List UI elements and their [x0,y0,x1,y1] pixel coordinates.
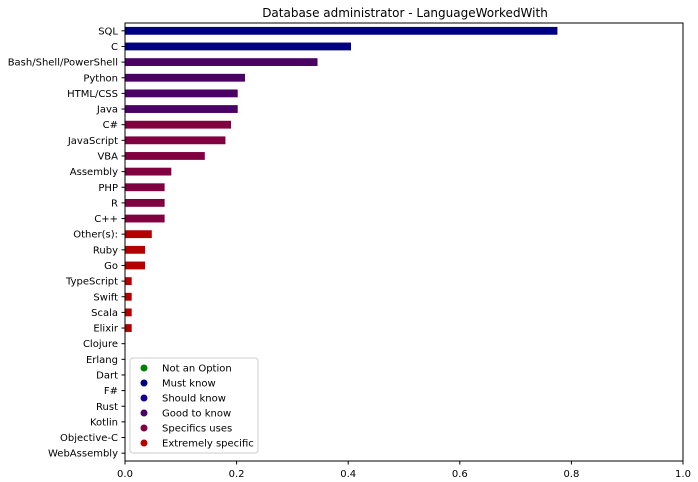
y-tick-label: Dart [96,370,118,381]
bars [125,26,558,332]
y-tick-label: Rust [96,402,118,413]
legend-marker-must-know [140,379,148,387]
bar-php [125,183,165,192]
bar-elixir [125,324,132,332]
y-tick-label: PHP [98,183,118,194]
bar-java [125,105,238,113]
y-tick-label: Other(s): [73,230,118,241]
y-tick-label: WebAssembly [48,449,118,460]
y-tick-label: JavaScript [67,136,118,147]
x-tick-label: 0.6 [452,469,468,480]
legend-marker-not-an-option [140,364,148,372]
y-tick-label: SQL [98,26,118,37]
y-tick-label: Clojure [83,339,118,350]
y-tick-label: Ruby [93,245,118,256]
legend-label-good-to-know: Good to know [162,409,231,420]
bar-c [125,214,165,223]
bar-bash-shell-powershell [125,58,318,67]
x-tick-label: 0.0 [117,469,133,480]
x-tick-label: 0.8 [563,469,579,480]
y-tick-label: Java [96,105,118,116]
bar-go [125,261,146,270]
legend-marker-should-know [140,394,148,402]
y-tick-label: Kotlin [90,417,118,428]
bar-assembly [125,167,172,176]
y-tick-label: Assembly [70,167,118,178]
y-tick-label: Bash/Shell/PowerShell [8,58,118,69]
y-tick-label: F# [104,386,118,397]
x-tick-label: 1.0 [675,469,691,480]
y-tick-label: Go [104,261,118,272]
bar-scala [125,308,132,317]
legend-label-specifics-uses: Specifics uses [162,424,232,435]
bar-c [125,42,351,51]
y-tick-label: HTML/CSS [67,89,118,100]
bar-sql [125,26,558,35]
chart-title: Database administrator - LanguageWorkedW… [262,6,548,20]
y-tick-label: Objective-C [60,433,118,444]
bar-r [125,198,165,207]
legend-label-should-know: Should know [162,394,226,405]
bar-other-s [125,230,152,239]
y-tick-label: R [111,198,118,209]
x-axis-ticks: 0.0 0.2 0.4 0.6 0.8 1.0 [117,461,691,480]
y-tick-label: Swift [93,292,118,303]
bar-html-css [125,89,238,98]
legend: Not an Option Must know Should know Good to… [129,357,259,454]
y-tick-label: Python [83,73,118,84]
y-tick-label: TypeScript [65,277,118,288]
bar-ruby [125,245,146,254]
legend-marker-extremely-specific [140,439,148,447]
y-tick-label: VBA [97,151,118,162]
legend-box [129,357,259,454]
bar-c [125,120,232,129]
legend-marker-good-to-know [140,409,148,417]
bar-python [125,73,245,82]
legend-label-must-know: Must know [162,379,216,390]
y-tick-label: Scala [91,308,118,319]
legend-label-extremely-specific: Extremely specific [162,439,254,450]
plot-frame [124,22,684,462]
x-tick-label: 0.4 [340,469,356,480]
bar-swift [125,292,132,301]
legend-label-not-an-option: Not an Option [162,364,232,375]
bar-vba [125,152,205,160]
bar-typescript [125,277,132,286]
legend-marker-specifics-uses [140,424,148,432]
y-tick-label: Elixir [93,324,119,335]
y-tick-label: C# [103,120,118,131]
x-tick-label: 0.2 [229,469,245,480]
y-tick-label: Erlang [86,355,118,366]
bar-javascript [125,136,226,145]
y-tick-label: C++ [94,214,118,225]
y-tick-label: C [111,42,118,53]
y-axis-ticks: SQL C Bash/Shell/PowerShell Python HTML/CSS J… [8,26,125,460]
